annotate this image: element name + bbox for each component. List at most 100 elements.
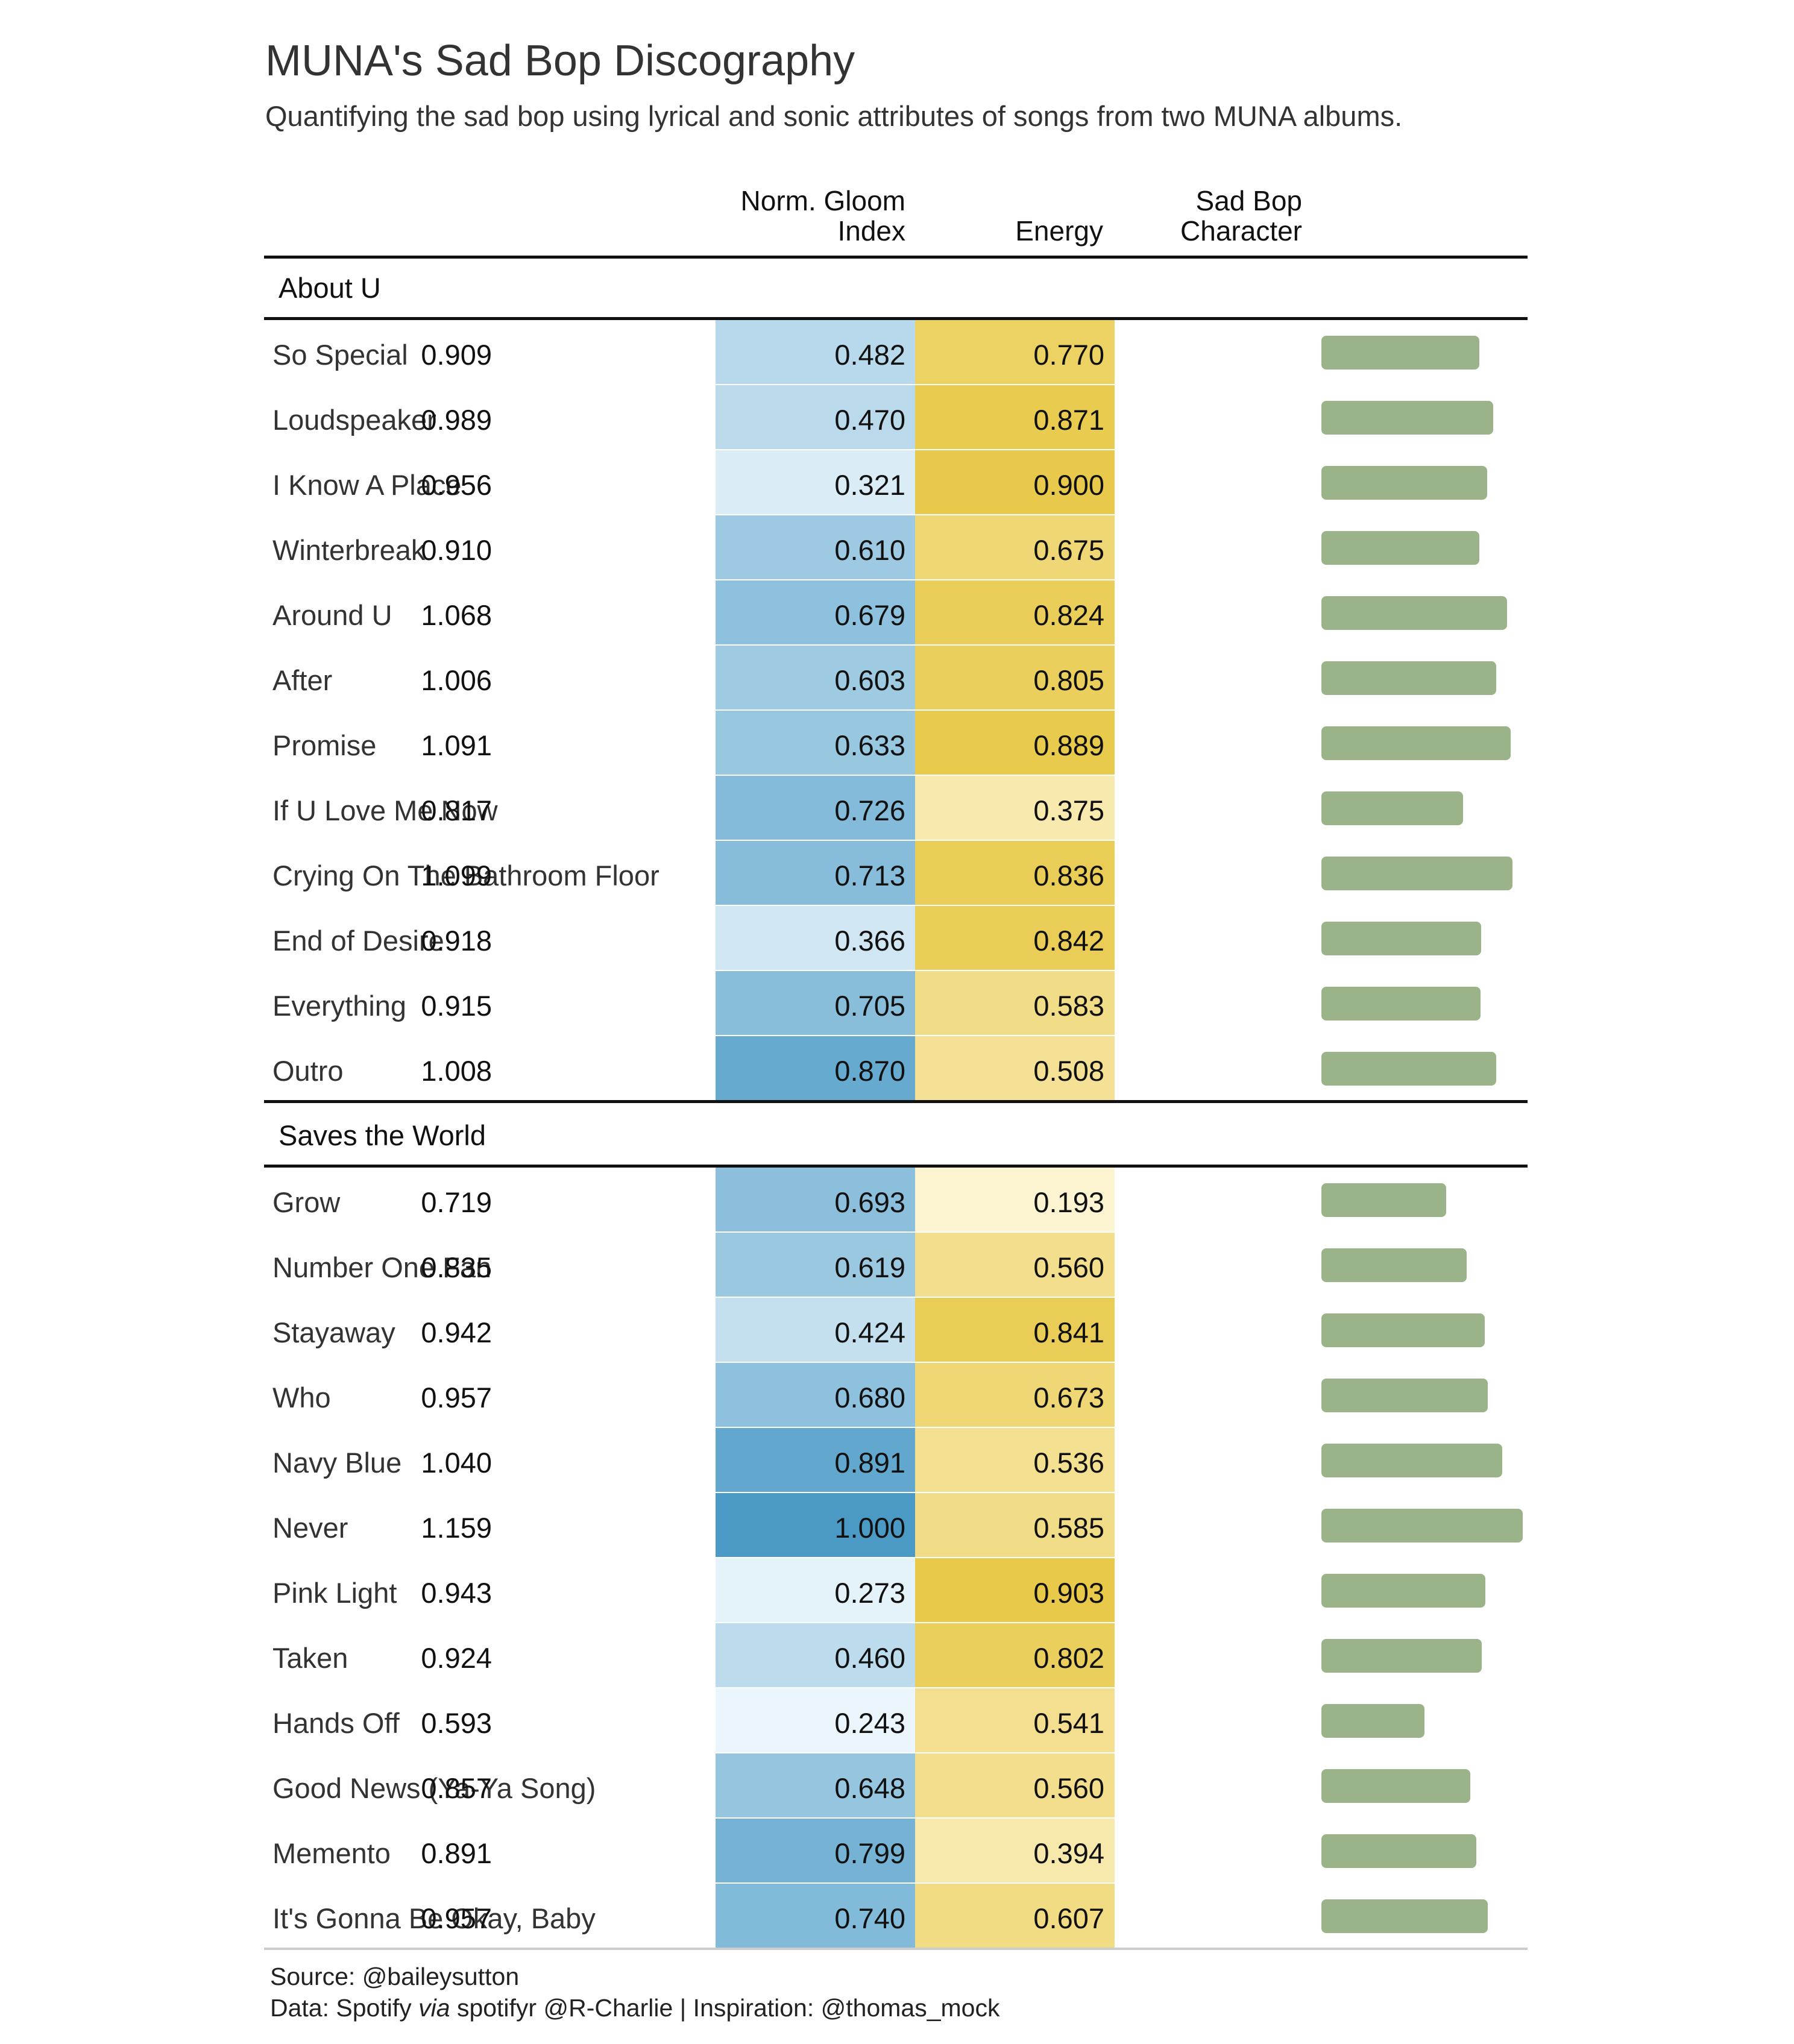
energy-value: 0.802 — [1033, 1642, 1104, 1674]
sadbop-value: 0.857 — [421, 1772, 492, 1804]
column-header-energy: Energy — [1015, 215, 1103, 247]
gloom-value: 0.366 — [834, 925, 905, 957]
energy-cell — [915, 450, 1115, 514]
gloom-cell — [716, 1884, 915, 1948]
sadbop-bar — [1321, 1639, 1482, 1673]
song-title: Promise — [272, 729, 377, 761]
sadbop-bar — [1321, 661, 1496, 695]
chart-title: MUNA's Sad Bop Discography — [265, 37, 855, 85]
energy-value: 0.541 — [1033, 1707, 1104, 1739]
energy-value: 0.394 — [1033, 1837, 1104, 1869]
energy-cell — [915, 1298, 1115, 1362]
sadbop-bar — [1321, 1509, 1523, 1542]
sadbop-value: 0.835 — [421, 1251, 492, 1283]
footer-data-suffix: spotifyr @R-Charlie | Inspiration: @thom… — [450, 1994, 1000, 2022]
gloom-value: 0.891 — [834, 1447, 905, 1479]
group-rule — [264, 317, 1528, 320]
song-title: Outro — [272, 1055, 344, 1087]
gloom-cell — [716, 776, 915, 840]
sadbop-value: 0.817 — [421, 794, 492, 826]
sadbop-bar — [1321, 1052, 1497, 1086]
sadbop-value: 1.040 — [421, 1447, 492, 1479]
song-title: It's Gonna Be Okay, Baby — [272, 1902, 596, 1934]
gloom-cell — [716, 646, 915, 709]
energy-cell — [915, 580, 1115, 644]
gloom-cell — [716, 1493, 915, 1557]
energy-value: 0.841 — [1033, 1316, 1104, 1348]
gloom-value: 0.693 — [834, 1186, 905, 1218]
footer-data-via: via — [418, 1994, 450, 2022]
sadbop-bar — [1321, 726, 1511, 760]
sadbop-value: 1.006 — [421, 664, 492, 696]
sadbop-bar — [1321, 1704, 1424, 1738]
gloom-value: 0.799 — [834, 1837, 905, 1869]
sadbop-bar — [1321, 336, 1479, 369]
gloom-value: 1.000 — [834, 1512, 905, 1544]
sadbop-bar — [1321, 596, 1507, 630]
gloom-cell — [716, 385, 915, 449]
song-title: Taken — [272, 1642, 348, 1674]
gloom-value: 0.619 — [834, 1251, 905, 1283]
energy-cell — [915, 776, 1115, 840]
footer-data: Data: Spotify via spotifyr @R-Charlie | … — [270, 1993, 999, 2023]
gloom-value: 0.460 — [834, 1642, 905, 1674]
sadbop-bar — [1321, 987, 1481, 1020]
energy-cell — [915, 906, 1115, 970]
group-label: About U — [279, 272, 381, 304]
sadbop-value: 1.008 — [421, 1055, 492, 1087]
sadbop-bar — [1321, 922, 1481, 955]
gloom-cell — [716, 1753, 915, 1817]
gloom-value: 0.633 — [834, 729, 905, 761]
gloom-cell — [716, 906, 915, 970]
column-header-sadbop-line2: Character — [1180, 215, 1302, 247]
sadbop-bar — [1321, 857, 1512, 890]
column-header-gloom: Norm. Gloom Index — [741, 186, 905, 246]
energy-value: 0.673 — [1033, 1382, 1104, 1414]
sadbop-value: 0.915 — [421, 990, 492, 1022]
gloom-value: 0.610 — [834, 534, 905, 566]
sadbop-value: 1.159 — [421, 1512, 492, 1544]
sadbop-bar — [1321, 1574, 1485, 1608]
group-end-rule — [264, 1100, 1528, 1103]
energy-cell — [915, 1819, 1115, 1882]
sadbop-value: 1.091 — [421, 729, 492, 761]
chart-subtitle: Quantifying the sad bop using lyrical an… — [265, 100, 1403, 132]
energy-cell — [915, 1493, 1115, 1557]
energy-value: 0.508 — [1033, 1055, 1104, 1087]
energy-value: 0.770 — [1033, 339, 1104, 371]
energy-cell — [915, 385, 1115, 449]
column-header-sadbop-line1: Sad Bop — [1195, 185, 1302, 216]
table-bottom-rule — [264, 1948, 1528, 1950]
gloom-value: 0.726 — [834, 794, 905, 826]
sadbop-value: 0.957 — [421, 1382, 492, 1414]
gloom-cell — [716, 1428, 915, 1492]
gloom-cell — [716, 580, 915, 644]
gloom-value: 0.321 — [834, 469, 905, 501]
song-title: Loudspeaker — [272, 404, 436, 436]
sadbop-bar — [1321, 1834, 1476, 1868]
sadbop-value: 1.068 — [421, 599, 492, 631]
footer-source: Source: @baileysutton — [270, 1963, 520, 1990]
energy-cell — [915, 971, 1115, 1035]
energy-cell — [915, 1036, 1115, 1100]
gloom-value: 0.713 — [834, 860, 905, 891]
sadbop-value: 0.891 — [421, 1837, 492, 1869]
gloom-value: 0.603 — [834, 664, 905, 696]
sadbop-value: 0.956 — [421, 469, 492, 501]
song-title: Grow — [272, 1186, 341, 1218]
energy-value: 0.836 — [1033, 860, 1104, 891]
energy-value: 0.536 — [1033, 1447, 1104, 1479]
group-rule — [264, 1165, 1528, 1168]
gloom-cell — [716, 841, 915, 905]
column-header-gloom-line1: Norm. Gloom — [740, 185, 905, 216]
gloom-cell — [716, 1036, 915, 1100]
energy-value: 0.903 — [1033, 1577, 1104, 1609]
song-title: Good News (Ya-Ya Song) — [272, 1772, 596, 1804]
energy-value: 0.585 — [1033, 1512, 1104, 1544]
song-title: After — [272, 664, 333, 696]
energy-value: 0.805 — [1033, 664, 1104, 696]
energy-value: 0.607 — [1033, 1902, 1104, 1934]
sadbop-value: 0.593 — [421, 1707, 492, 1739]
song-title: Crying On The Bathroom Floor — [272, 860, 659, 891]
